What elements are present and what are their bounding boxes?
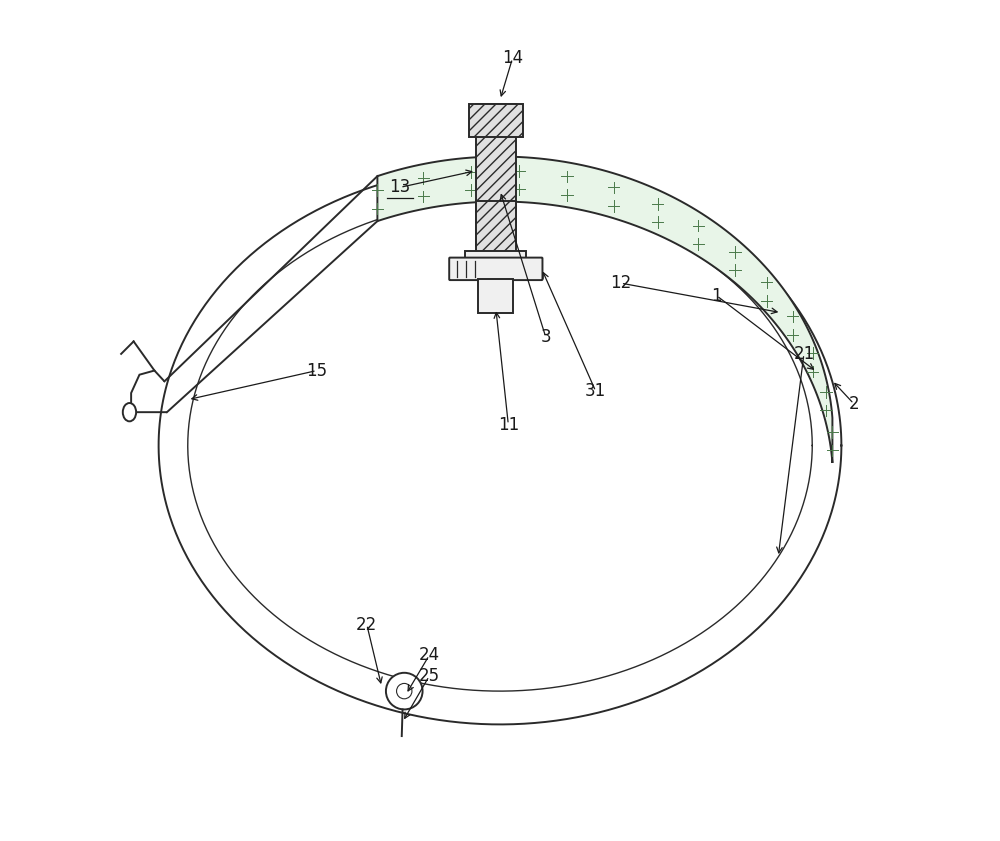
Bar — [478, 279, 513, 313]
Text: 11: 11 — [498, 415, 519, 434]
Bar — [476, 201, 516, 255]
Text: 13: 13 — [389, 178, 411, 196]
Text: 24: 24 — [419, 647, 440, 664]
Circle shape — [386, 673, 423, 710]
Text: 21: 21 — [793, 345, 815, 362]
Polygon shape — [377, 156, 832, 463]
Text: 3: 3 — [540, 328, 551, 346]
Bar — [476, 104, 516, 246]
Text: 1: 1 — [711, 287, 722, 304]
Text: 31: 31 — [585, 383, 606, 400]
Text: 2: 2 — [849, 394, 859, 413]
Text: 14: 14 — [502, 50, 523, 67]
Ellipse shape — [123, 403, 136, 421]
Text: 22: 22 — [356, 616, 377, 633]
Text: 25: 25 — [419, 667, 440, 685]
FancyBboxPatch shape — [449, 257, 542, 280]
Bar — [465, 251, 526, 266]
Text: 15: 15 — [306, 362, 327, 379]
Bar — [469, 104, 523, 137]
Circle shape — [397, 684, 412, 699]
Text: 12: 12 — [610, 274, 631, 292]
